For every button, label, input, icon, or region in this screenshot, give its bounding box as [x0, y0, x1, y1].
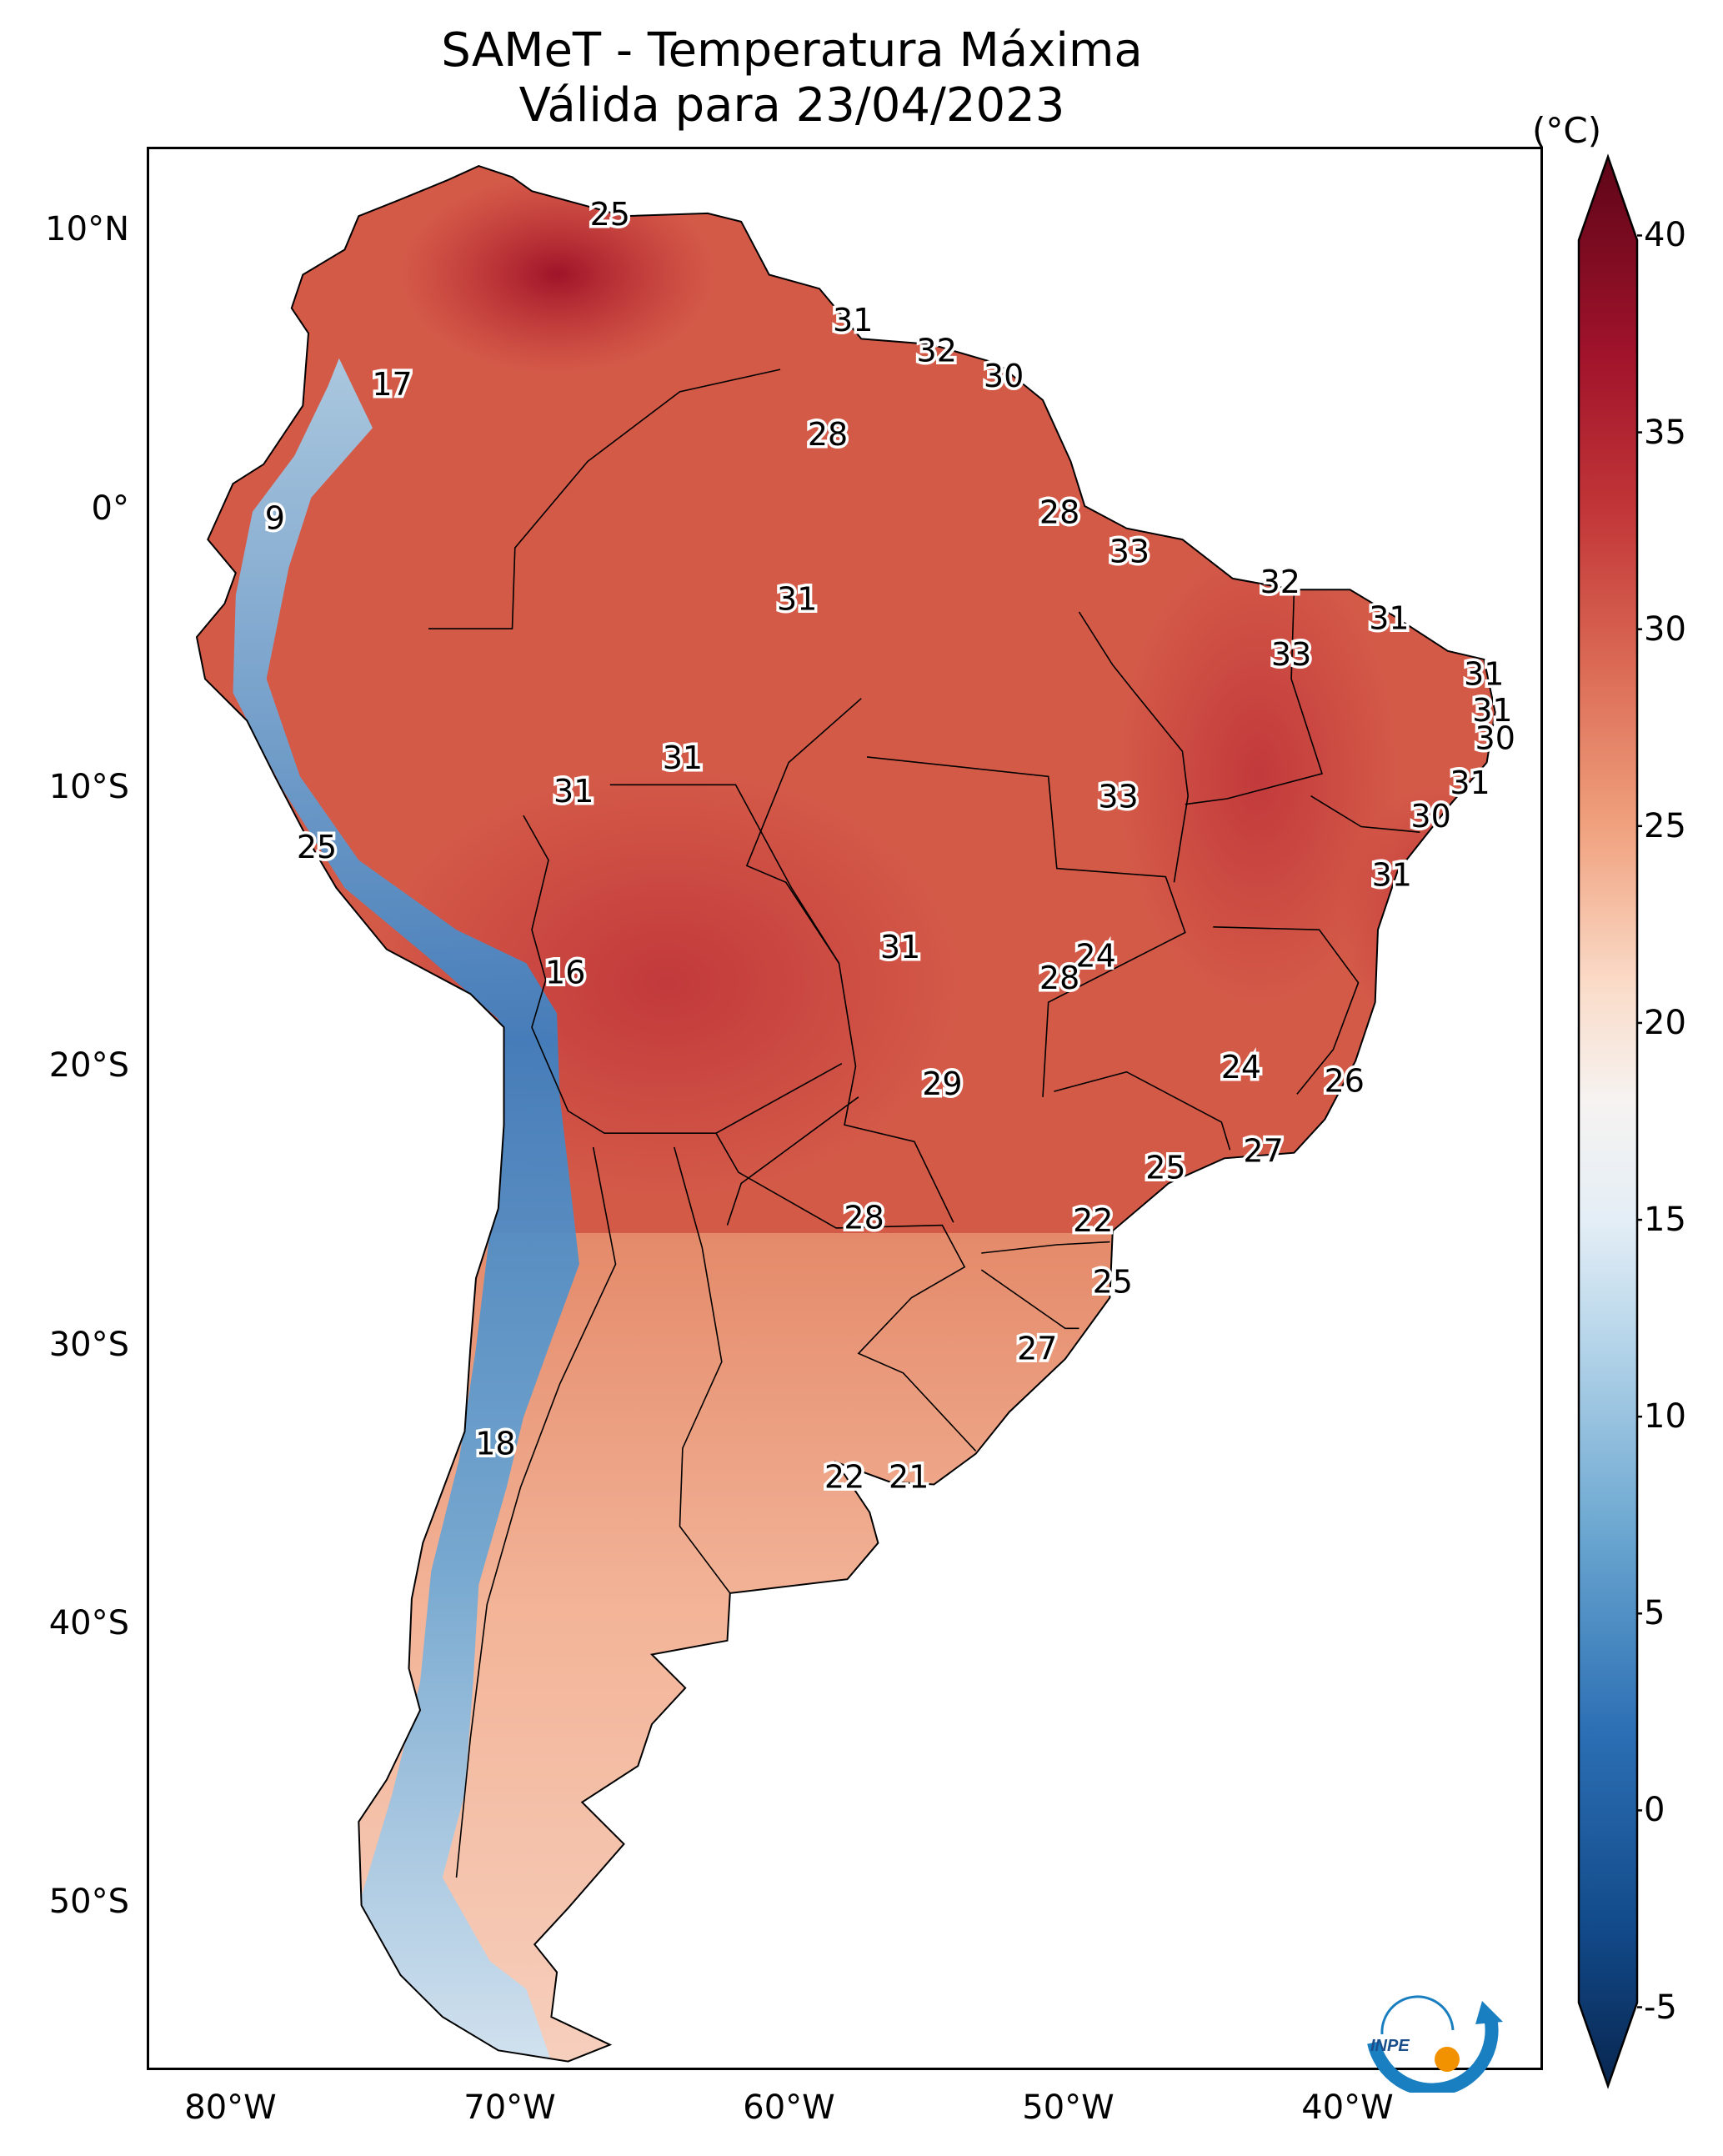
latitude-tick-label: 0° — [91, 489, 129, 528]
station-temperature-label: 31 — [1464, 656, 1504, 693]
station-temperature-label: 9 — [265, 499, 285, 536]
latitude-tick-label: 20°S — [48, 1046, 129, 1086]
station-temperature-label: 22 — [1073, 1202, 1113, 1239]
latitude-tick-label: 40°S — [48, 1604, 129, 1643]
border-line — [1185, 589, 1324, 805]
station-temperature-label: 28 — [1039, 494, 1079, 531]
colorbar-tick-label: 20 — [1644, 1003, 1686, 1042]
station-temperature-label: 31 — [663, 740, 703, 776]
station-temperature-label: 24 — [1075, 937, 1115, 974]
longitude-tick-label: 50°W — [1022, 2088, 1114, 2127]
station-temperature-label: 16 — [545, 954, 585, 990]
logo-text: INPE — [1370, 2037, 1410, 2055]
station-temperature-label: 30 — [1475, 720, 1515, 757]
station-temperature-label: 25 — [297, 829, 337, 865]
station-temperature-label: 27 — [1243, 1132, 1283, 1169]
colorbar-tick-label: 25 — [1644, 806, 1686, 845]
map-subtitle: Válida para 23/04/2023 — [518, 78, 1065, 133]
station-temperature-label: 18 — [475, 1425, 515, 1462]
station-temperature-label: 28 — [808, 416, 848, 453]
latitude-tick-label: 30°S — [48, 1325, 129, 1364]
border-line — [1054, 1070, 1231, 1151]
border-line — [866, 756, 1186, 1097]
station-temperature-label: 33 — [1098, 779, 1138, 815]
station-temperature-label: 28 — [1039, 960, 1079, 996]
border-line — [428, 369, 781, 629]
station-temperature-label: 25 — [1145, 1149, 1185, 1186]
latitude-tick-label: 10°S — [48, 768, 129, 806]
station-temperature-label: 31 — [553, 773, 594, 810]
latitude-tick-label: 50°S — [48, 1883, 129, 1922]
station-temperature-label: 31 — [1372, 856, 1412, 893]
station-temperature-label: 32 — [1260, 564, 1300, 600]
station-temperature-label: 30 — [1410, 798, 1450, 835]
border-line — [1213, 926, 1360, 1095]
border-line — [745, 698, 862, 964]
station-temperature-label: 33 — [1109, 534, 1150, 570]
station-temperature-label: 32 — [917, 333, 957, 369]
border-line — [455, 1146, 617, 1878]
longitude-tick-label: 40°W — [1301, 2088, 1394, 2127]
station-temperature-label: 31 — [1450, 765, 1490, 801]
colorbar-tick-label: -5 — [1644, 1988, 1677, 2027]
longitude-tick-label: 70°W — [463, 2088, 556, 2127]
inpe-logo: INPE — [1367, 1995, 1503, 2093]
station-temperature-label: 22 — [824, 1459, 864, 1496]
border-line — [523, 815, 843, 1134]
border-line — [1310, 795, 1420, 833]
border-line — [715, 1132, 977, 1452]
border-line — [674, 1146, 731, 1594]
station-temperature-label: 31 — [1369, 600, 1409, 637]
station-temperature-label: 31 — [880, 929, 920, 965]
colorbar-tick-label: 40 — [1644, 216, 1686, 255]
station-temperature-label: 28 — [844, 1200, 884, 1236]
map-title: SAMeT - Temperatura Máxima — [441, 23, 1143, 78]
colorbar-tick-label: 15 — [1644, 1201, 1686, 1240]
border-line — [726, 1096, 859, 1226]
station-temperature-label: 26 — [1325, 1063, 1365, 1100]
colorbar-tick-label: 0 — [1644, 1791, 1665, 1830]
colorbar-tick-label: 35 — [1644, 413, 1686, 452]
station-temperature-label: 30 — [984, 358, 1024, 394]
station-temperature-label: 31 — [833, 302, 873, 338]
station-temperature-label: 31 — [777, 580, 817, 617]
station-temperature-label: 25 — [590, 196, 630, 233]
station-temperature-label: 29 — [922, 1065, 962, 1102]
colorbar — [1577, 153, 1642, 2089]
longitude-tick-label: 60°W — [743, 2088, 835, 2127]
border-line — [980, 1269, 1079, 1330]
station-temperature-label: 27 — [1017, 1331, 1057, 1367]
colorbar-unit: (°C) — [1532, 110, 1602, 151]
map-panel: 25 17 9 31 32 30 28 28 31 33 32 31 33 31 31 30 31 31 33 31 3… — [147, 147, 1543, 2070]
border-line — [981, 1241, 1110, 1254]
station-temperature-label: 21 — [889, 1459, 929, 1496]
border-line — [1078, 611, 1190, 883]
border-line — [609, 784, 954, 1223]
colorbar-tick-label: 10 — [1644, 1397, 1686, 1436]
station-temperature-label: 31 — [1472, 692, 1512, 729]
latitude-tick-label: 10°N — [45, 210, 129, 249]
longitude-tick-label: 80°W — [184, 2088, 277, 2127]
station-temperature-label: 24 — [1221, 1049, 1261, 1086]
colorbar-tick-label: 5 — [1644, 1594, 1665, 1633]
station-temperature-label: 25 — [1093, 1264, 1133, 1301]
colorbar-tick-label: 30 — [1644, 609, 1686, 649]
station-temperature-label: 17 — [372, 366, 412, 403]
station-temperature-label: 33 — [1271, 636, 1311, 673]
